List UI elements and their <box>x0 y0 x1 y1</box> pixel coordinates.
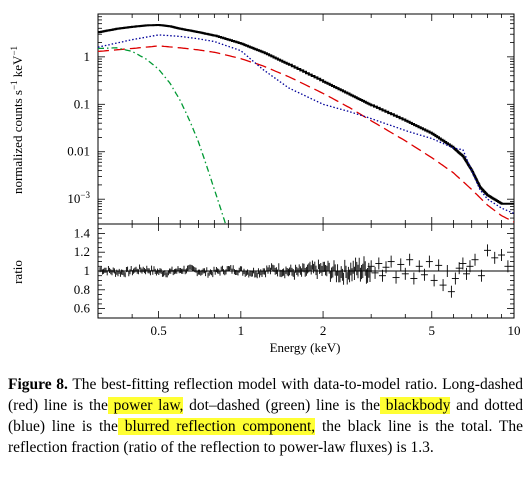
ratio-point <box>415 260 423 273</box>
ratio-y-tick-label: 1.4 <box>74 225 91 240</box>
ratio-residual-band <box>99 256 371 285</box>
ratio-point <box>382 261 390 274</box>
figure: 1 0.1 0.01 10−3 0.5 1 2 5 10 1.4 1.2 1 0.8 0.6 norma… <box>9 13 521 355</box>
ratio-point <box>397 258 405 271</box>
ratio-point <box>477 269 485 282</box>
ratio-point <box>455 262 463 275</box>
ratio-point <box>392 271 400 284</box>
ratio-y-axis-label: ratio <box>10 260 25 284</box>
spectrum-y-tick-label: 10−3 <box>67 190 90 206</box>
ratio-point <box>491 251 499 264</box>
series-power-law <box>98 45 514 223</box>
ratio-point <box>406 253 414 266</box>
ratio-point <box>451 272 459 285</box>
spectrum-y-tick-label: 0.1 <box>74 96 90 111</box>
x-tick-label: 1 <box>238 323 245 338</box>
x-axis-label: Energy (keV) <box>270 340 341 355</box>
ratio-point <box>387 255 395 268</box>
ratio-point <box>410 272 418 285</box>
ratio-point <box>439 279 447 292</box>
spectrum-frame <box>97 13 515 225</box>
caption-text-3: and dotted (blue) line is the <box>8 397 524 435</box>
figure-canvas: 1 0.1 0.01 10−3 0.5 1 2 5 10 1.4 1.2 1 0.8 0.6 norma… <box>9 13 521 355</box>
series-blackbody <box>98 47 227 224</box>
ratio-point <box>466 260 474 273</box>
ratio-point <box>420 268 428 281</box>
caption-highlight-blackbody: blackbody <box>380 397 451 414</box>
caption-text-2: dot–dashed (green) line is the <box>183 397 381 414</box>
ratio-y-tick-label: 1.2 <box>74 244 90 259</box>
ratio-point <box>425 255 433 268</box>
caption-text-1: The best-fitting reflection model with d… <box>8 376 524 414</box>
ratio-point <box>435 259 443 272</box>
figure-caption: Figure 8. The best-fitting reflection mo… <box>8 374 523 458</box>
spectrum-y-axis-label: normalized counts s−1 keV−1 <box>9 46 25 194</box>
caption-text-4: the black line is the total. The reflect… <box>8 418 524 456</box>
ratio-point <box>430 274 438 287</box>
x-tick-label: 10 <box>508 323 521 338</box>
ratio-point <box>459 257 467 270</box>
ratio-point <box>375 257 383 270</box>
ratio-point <box>504 260 512 273</box>
spectrum-panel: 1 0.1 0.01 10−3 <box>67 13 515 225</box>
ratio-point <box>484 244 492 257</box>
ratio-point <box>447 285 455 298</box>
x-tick-label: 2 <box>320 323 327 338</box>
ratio-panel: 0.5 1 2 5 10 1.4 1.2 1 0.8 0.6 <box>74 223 521 338</box>
ratio-point <box>498 249 506 262</box>
ratio-y-tick-label: 0.6 <box>74 301 91 316</box>
ratio-point <box>378 269 386 282</box>
ratio-point <box>471 253 479 266</box>
ratio-point <box>401 267 409 280</box>
x-tick-label: 0.5 <box>150 323 166 338</box>
x-tick-label: 5 <box>429 323 436 338</box>
ratio-y-tick-label: 0.8 <box>74 282 90 297</box>
spectrum-y-tick-label: 1 <box>84 49 91 64</box>
ratio-point <box>462 267 470 280</box>
caption-highlight-power-law: power law, <box>107 397 184 414</box>
spectrum-y-tick-label: 0.01 <box>67 144 90 159</box>
series-total <box>98 24 514 205</box>
ratio-point <box>367 260 375 273</box>
ratio-point <box>371 266 379 279</box>
ratio-point <box>443 265 451 277</box>
series-blurred-reflection <box>98 34 514 215</box>
caption-figure-label: Figure 8. <box>8 376 68 393</box>
caption-highlight-blurred-reflection: blurred reflection component, <box>117 418 316 435</box>
ratio-y-tick-label: 1 <box>84 263 91 278</box>
